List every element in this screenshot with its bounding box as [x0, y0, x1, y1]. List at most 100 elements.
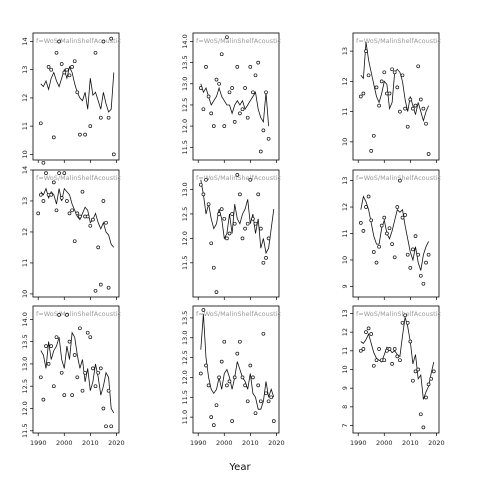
x-tick-label: 1990: [350, 439, 367, 447]
data-point: [57, 313, 61, 317]
y-tick-label: 12.5: [21, 379, 29, 393]
data-point: [405, 252, 410, 257]
y-tick-label: 13.0: [181, 331, 189, 345]
data-point: [421, 425, 426, 430]
data-point: [390, 242, 394, 246]
panel-title: f=WoS/MalinShelfAcoustic: [196, 37, 281, 45]
data-point: [67, 339, 72, 344]
data-point: [251, 216, 255, 221]
data-point: [67, 73, 72, 78]
data-point: [387, 91, 392, 96]
data-point: [369, 218, 374, 223]
data-point: [408, 339, 413, 344]
data-point: [62, 393, 67, 397]
data-point: [369, 149, 374, 153]
data-point: [209, 415, 214, 419]
data-point: [49, 344, 54, 348]
data-point: [211, 124, 216, 128]
data-point: [222, 216, 227, 221]
data-point: [418, 273, 423, 278]
x-tick-label: 2010: [402, 439, 419, 447]
data-point: [51, 180, 56, 185]
data-point: [400, 215, 405, 220]
data-point: [65, 313, 69, 317]
data-point: [65, 67, 69, 72]
y-tick-label: 13: [341, 47, 349, 55]
data-point: [398, 109, 402, 114]
data-point: [96, 370, 101, 375]
data-point: [201, 192, 206, 197]
data-point: [408, 97, 413, 102]
y-tick-label: 12.0: [21, 401, 29, 415]
data-point: [104, 424, 108, 429]
data-point: [230, 419, 234, 423]
data-point: [227, 231, 232, 236]
y-tick-label: 10: [341, 256, 349, 264]
data-point: [371, 363, 376, 368]
panel-2: f=WoS/MalinShelfAcoustic 11.5 12.0 12.5 13.0…: [181, 32, 281, 163]
data-point: [266, 236, 271, 241]
panel-6: f=WoS/MalinShelfAcoustic 9 10 11 12 13: [341, 169, 441, 300]
data-point: [400, 320, 405, 325]
x-tick-label: 2020: [428, 439, 445, 447]
data-point: [232, 221, 237, 226]
data-point: [426, 252, 431, 257]
data-point: [243, 383, 247, 388]
data-point: [418, 412, 423, 417]
data-point: [411, 378, 415, 383]
data-point: [225, 35, 229, 40]
data-point: [217, 81, 221, 86]
data-point: [214, 77, 219, 82]
data-point: [85, 330, 90, 335]
panel-title: f=WoS/MalinShelfAcoustic: [356, 37, 441, 45]
data-point: [106, 115, 111, 120]
data-point: [101, 199, 106, 203]
data-point: [253, 73, 258, 78]
data-point: [222, 124, 227, 128]
data-point: [106, 388, 111, 393]
y-tick-label: 12.0: [181, 370, 189, 384]
data-point: [387, 226, 392, 231]
data-point: [238, 111, 242, 116]
data-point: [240, 236, 245, 241]
y-tick-label: 12: [341, 203, 349, 211]
x-tick-label: 2020: [268, 439, 285, 447]
panel-title: f=WoS/MalinShelfAcoustic: [196, 310, 281, 318]
data-point: [80, 189, 85, 194]
data-point: [251, 90, 255, 95]
panel-frame: [352, 305, 440, 434]
data-point: [261, 331, 266, 336]
data-point: [46, 362, 51, 366]
y-tick-label: 8: [341, 405, 349, 409]
data-point: [70, 393, 74, 397]
data-point: [201, 107, 206, 112]
data-point: [421, 281, 426, 286]
data-point: [204, 65, 208, 69]
data-point: [204, 363, 208, 368]
y-tick-label: 13: [341, 309, 349, 317]
panel-3: f=WoS/MalinShelfAcoustic 10 11 12 13: [341, 32, 441, 163]
y-tick-label: 12.0: [181, 119, 189, 133]
data-point: [358, 221, 363, 225]
data-point: [364, 49, 368, 53]
data-point: [36, 211, 41, 216]
data-point: [93, 384, 98, 389]
x-tick-label: 1990: [30, 439, 47, 447]
y-tick-label: 12: [21, 94, 29, 102]
data-point: [75, 211, 80, 216]
data-point: [206, 383, 211, 388]
data-point: [395, 205, 400, 209]
y-tick-label: 10: [341, 365, 349, 373]
data-point: [214, 290, 219, 294]
data-point: [374, 260, 379, 265]
panel-frame: [192, 169, 280, 298]
data-point: [253, 411, 258, 416]
data-point: [230, 86, 234, 90]
y-tick-label: 10: [21, 150, 29, 158]
data-point: [209, 241, 214, 246]
data-point: [358, 94, 363, 99]
data-point: [261, 128, 266, 133]
y-tick-label: 11.5: [181, 140, 189, 154]
data-point: [377, 103, 381, 108]
panel-frame: [192, 305, 280, 434]
